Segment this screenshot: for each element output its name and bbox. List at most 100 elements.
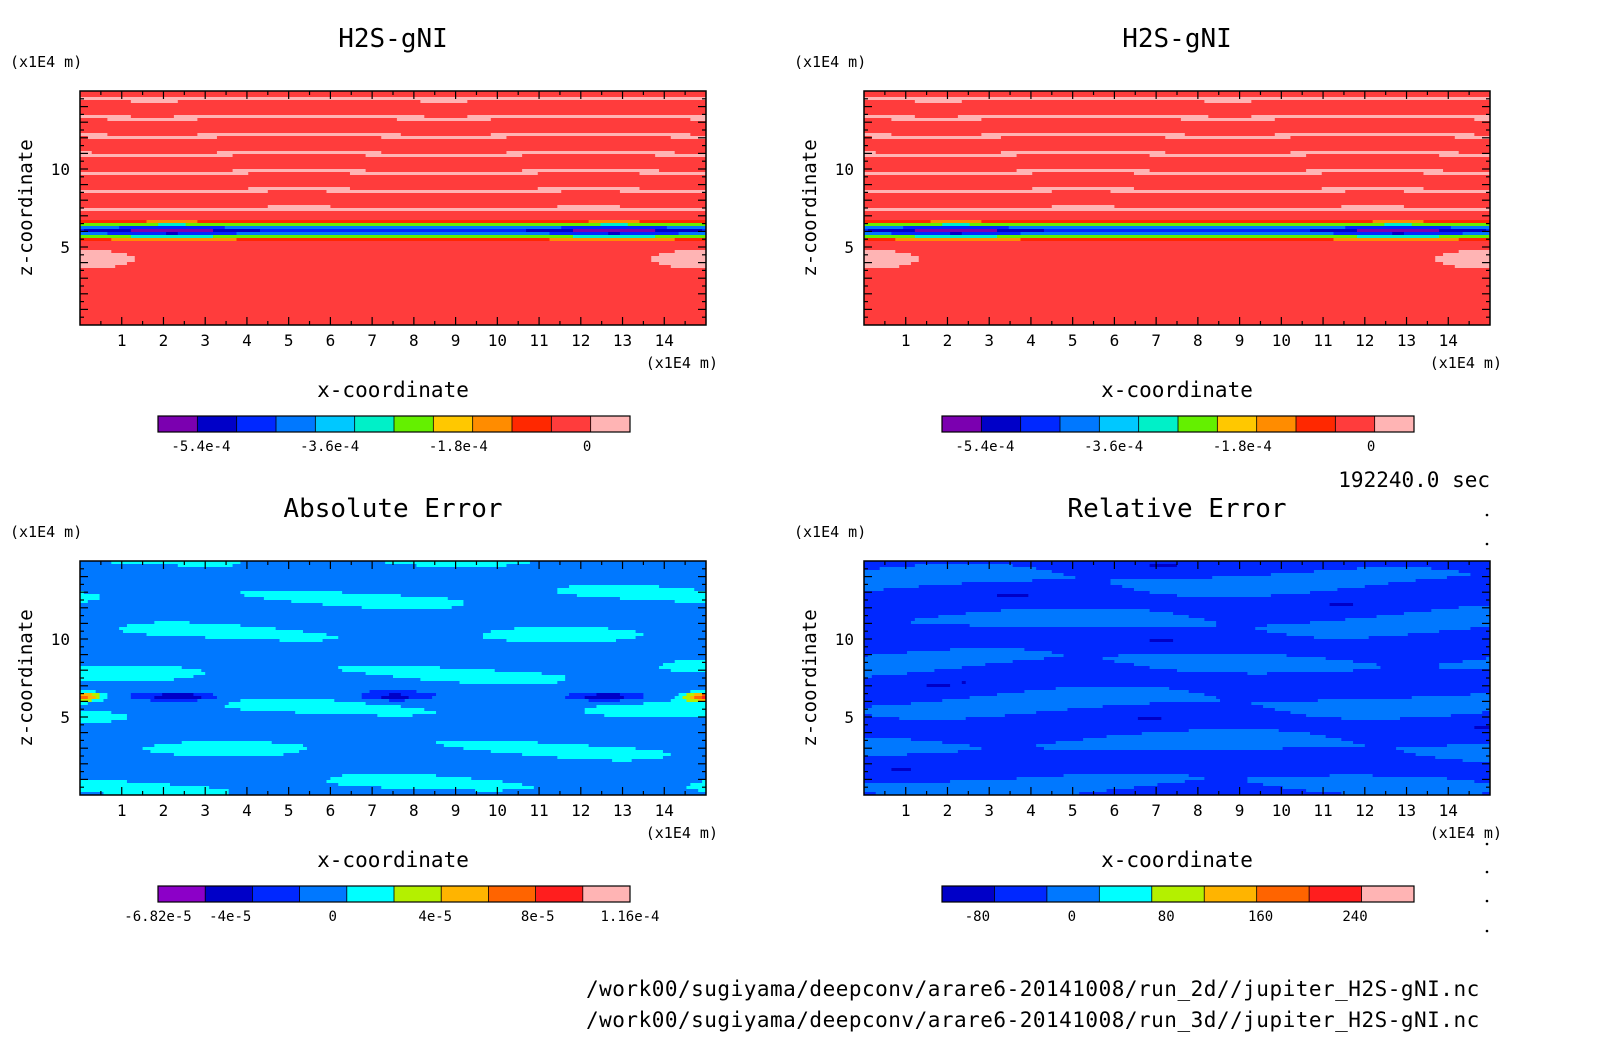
heatmap-cell [428, 97, 433, 101]
heatmap-cell [655, 172, 660, 176]
heatmap-cell [702, 154, 706, 158]
heatmap-cell [154, 151, 159, 155]
heatmap-cell [498, 112, 504, 116]
heatmap-cell [123, 133, 128, 137]
heatmap-cell [115, 118, 120, 122]
heatmap-cell [361, 100, 367, 104]
heatmap-cell [393, 109, 398, 113]
heatmap-cell [400, 124, 406, 128]
heatmap-cell [99, 172, 105, 176]
heatmap-cell [533, 178, 539, 182]
heatmap-cell [244, 118, 249, 122]
heatmap-cell [627, 166, 633, 170]
heatmap-cell [400, 163, 406, 167]
heatmap-cell [537, 172, 543, 176]
heatmap-cell [537, 136, 543, 140]
heatmap-cell [107, 115, 112, 119]
heatmap-cell [158, 184, 163, 188]
heatmap-cell [623, 157, 629, 161]
heatmap-cell [248, 112, 253, 116]
heatmap-cell [588, 160, 594, 164]
heatmap-cell [436, 136, 441, 140]
heatmap-cell [295, 169, 300, 173]
heatmap-cell [451, 157, 457, 161]
heatmap-cell [169, 133, 175, 137]
heatmap-cell [400, 100, 406, 104]
heatmap-cell [471, 112, 476, 116]
heatmap-cell [408, 106, 414, 110]
heatmap-cell [443, 121, 449, 125]
heatmap-cell [400, 160, 406, 164]
heatmap-cell [678, 100, 684, 104]
heatmap-cell [686, 106, 691, 110]
heatmap-cell [619, 178, 625, 182]
heatmap-cell [580, 100, 586, 104]
heatmap-cell [600, 100, 605, 104]
heatmap-cell [592, 154, 598, 158]
heatmap-cell [596, 112, 601, 116]
heatmap-cell [674, 124, 680, 128]
heatmap-cell [240, 127, 245, 131]
heatmap-cell [342, 157, 347, 161]
heatmap-cell [576, 178, 582, 182]
heatmap-cell [349, 100, 355, 104]
heatmap-cell [393, 151, 398, 155]
heatmap-cell [193, 148, 198, 152]
heatmap-cell [173, 172, 179, 176]
heatmap-cell [166, 127, 171, 131]
heatmap-cell [565, 157, 570, 161]
heatmap-cell [635, 109, 641, 113]
heatmap-cell [248, 172, 253, 176]
heatmap-cell [87, 151, 93, 155]
heatmap-cell [306, 160, 312, 164]
heatmap-cell [389, 154, 394, 158]
heatmap-cell [142, 148, 148, 152]
heatmap-cell [659, 112, 664, 116]
heatmap-cell [310, 142, 316, 146]
heatmap-cell [451, 115, 457, 119]
heatmap-cell [111, 163, 116, 167]
heatmap-cell [690, 127, 695, 131]
heatmap-cell [357, 97, 363, 101]
heatmap-cell [213, 178, 218, 182]
heatmap-cell [295, 91, 300, 95]
heatmap-cell [240, 136, 245, 140]
heatmap-cell [475, 112, 480, 116]
heatmap-cell [111, 133, 116, 137]
heatmap-cell [510, 118, 515, 122]
heatmap-cell [604, 163, 609, 167]
heatmap-cell [181, 142, 187, 146]
heatmap-cell [385, 106, 390, 110]
heatmap-cell [240, 175, 245, 179]
heatmap-cell [189, 151, 195, 155]
heatmap-cell [623, 154, 629, 158]
heatmap-cell [299, 94, 304, 98]
heatmap-cell [565, 136, 570, 140]
heatmap-cell [631, 175, 637, 179]
heatmap-cell [138, 109, 144, 113]
heatmap-cell [80, 121, 85, 125]
heatmap-cell [338, 163, 343, 167]
heatmap-cell [99, 151, 105, 155]
heatmap-cell [576, 139, 582, 143]
heatmap-cell [228, 154, 234, 158]
heatmap-cell [87, 172, 93, 176]
heatmap-cell [80, 148, 85, 152]
heatmap-cell [702, 142, 706, 146]
heatmap-cell [267, 115, 273, 119]
heatmap-cell [670, 115, 676, 119]
heatmap-cell [275, 142, 281, 146]
heatmap-cell [369, 103, 375, 107]
heatmap-cell [393, 154, 398, 158]
heatmap-cell [529, 115, 535, 119]
heatmap-cell [95, 130, 101, 134]
heatmap-cell [436, 118, 441, 122]
heatmap-cell [240, 181, 245, 185]
heatmap-cell [479, 130, 484, 134]
heatmap-cell [659, 115, 664, 119]
heatmap-cell [373, 154, 378, 158]
heatmap-cell [659, 103, 664, 107]
heatmap-cell [119, 157, 124, 161]
heatmap-cell [162, 97, 167, 101]
heatmap-cell [612, 172, 617, 176]
